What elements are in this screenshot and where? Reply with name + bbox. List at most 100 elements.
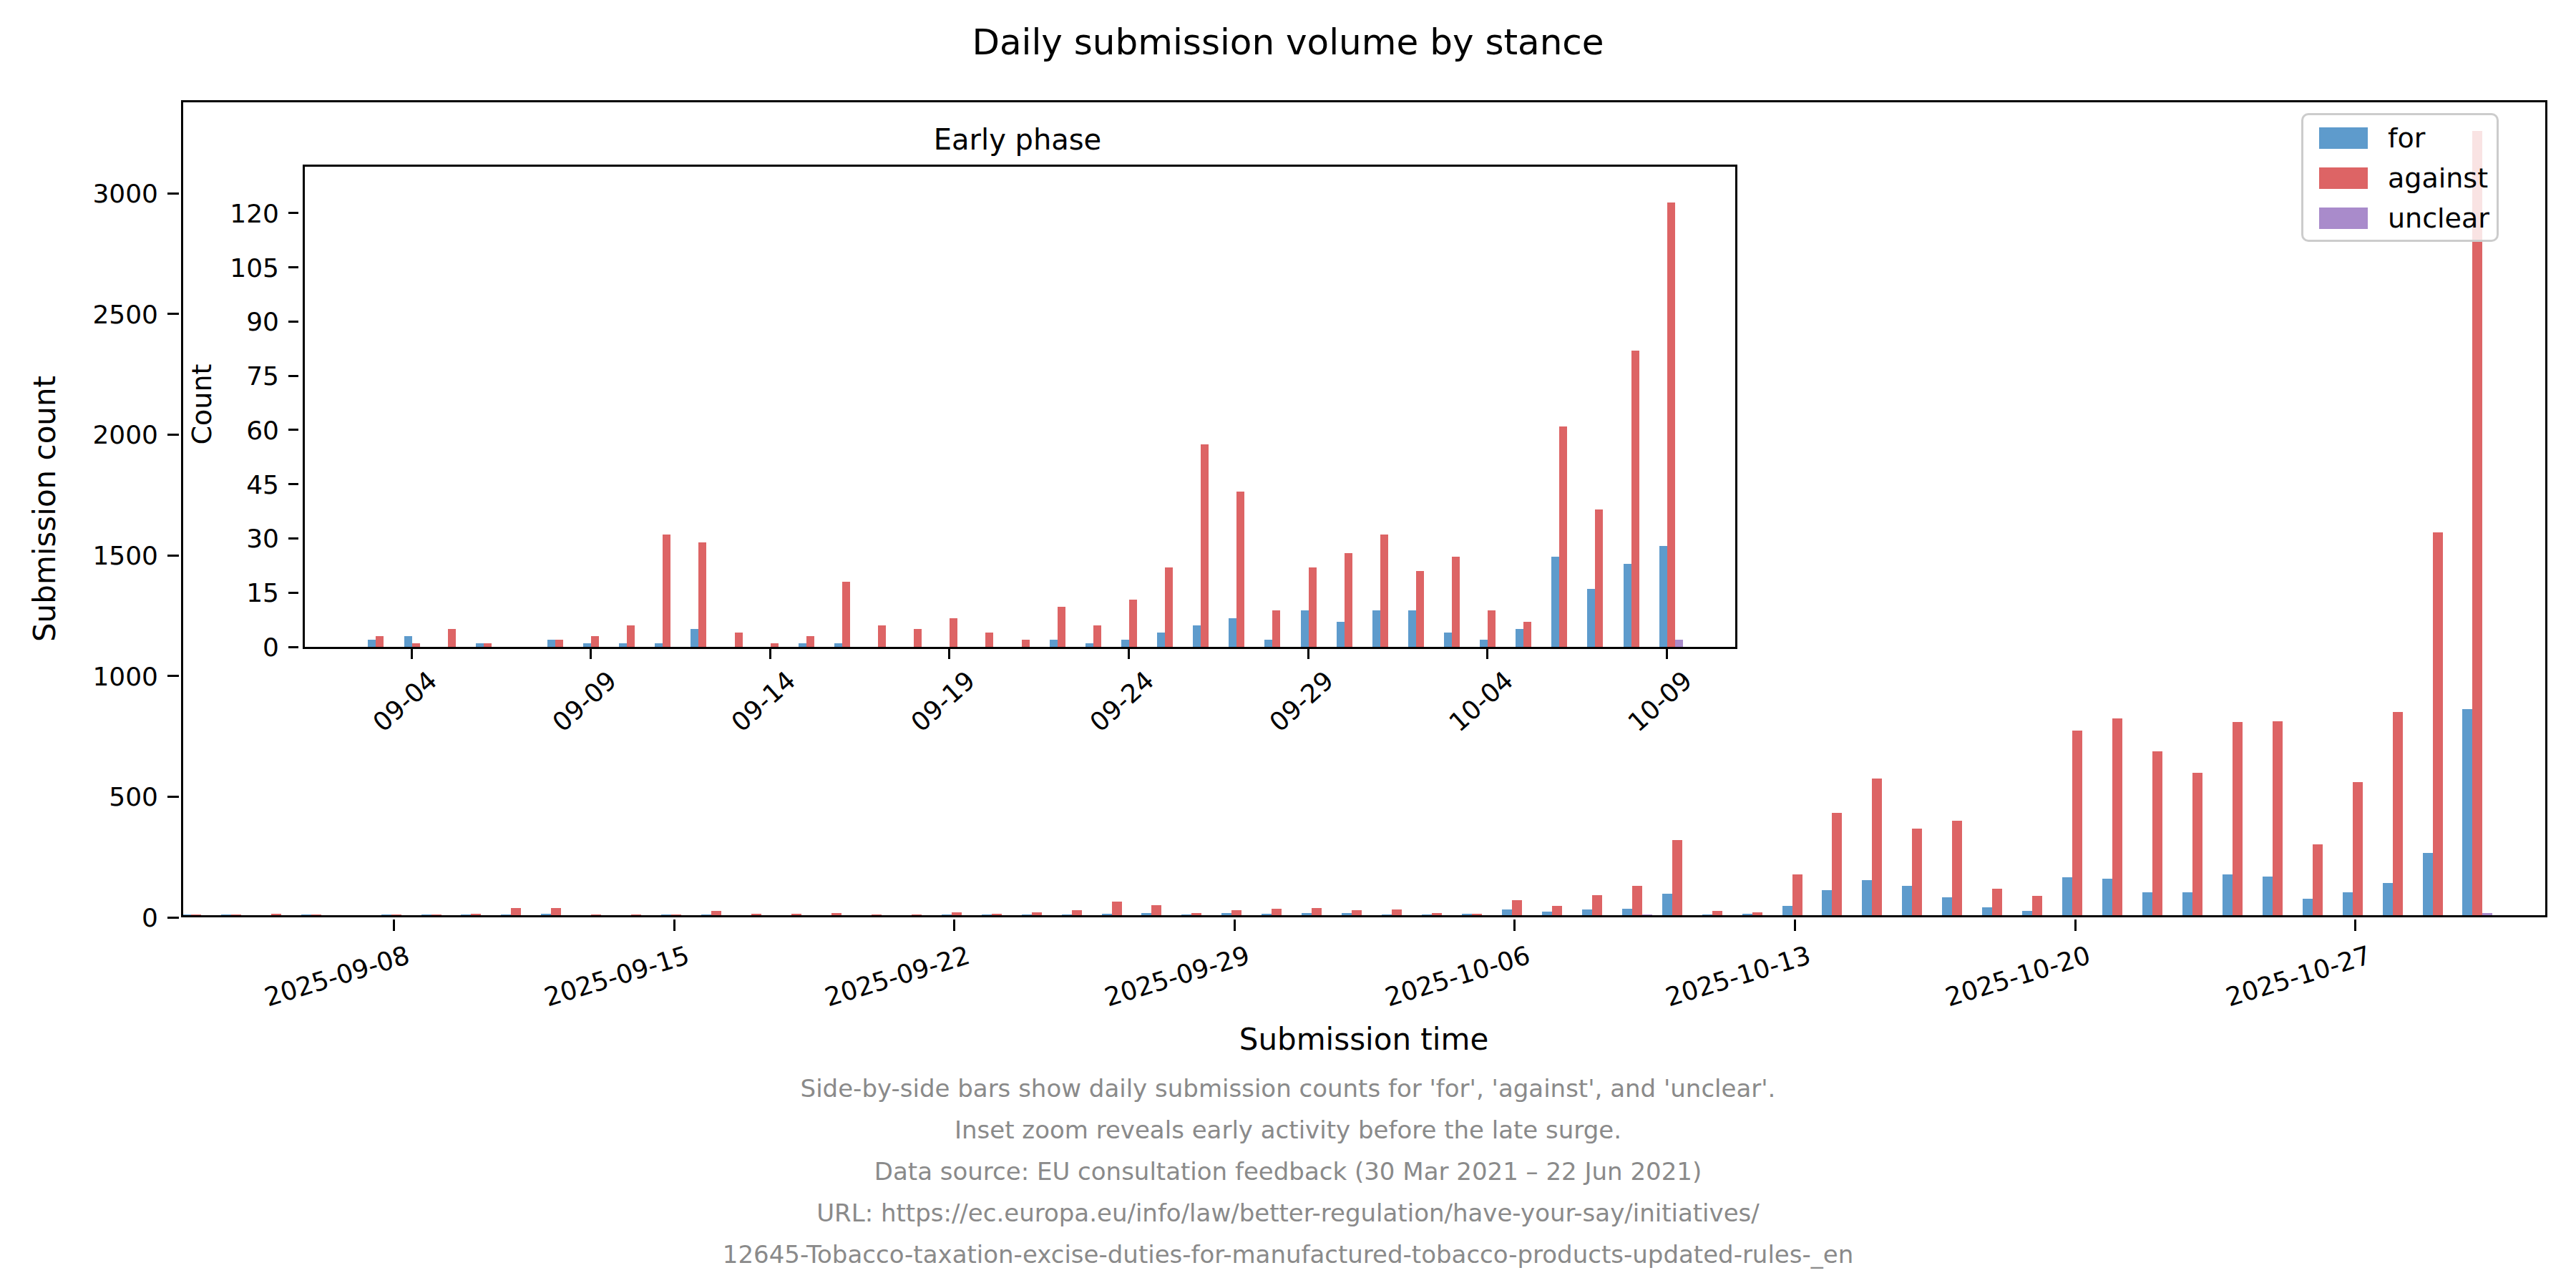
bar-against-2025-10-06 — [1512, 900, 1522, 915]
bar-for-2025-10-27 — [2343, 892, 2353, 915]
inset-y-tick-label-120: 120 — [179, 198, 279, 228]
bar-against-2025-09-21 — [912, 914, 922, 916]
inset-bar-against-2025-10-09 — [1667, 203, 1675, 647]
bar-for-2025-10-28 — [2383, 883, 2393, 915]
bar-against-2025-10-14 — [1832, 813, 1842, 915]
bar-for-2025-09-16 — [701, 914, 711, 916]
bar-for-2025-09-30 — [1262, 914, 1272, 915]
bar-against-2025-09-30 — [1272, 909, 1282, 915]
inset-bar-for-2025-09-09 — [583, 643, 591, 647]
inset-y-tick-label-0: 0 — [179, 633, 279, 662]
main-y-tick-label-1000: 1000 — [29, 661, 158, 691]
bar-against-2025-10-18 — [1992, 889, 2002, 915]
inset-bar-for-2025-09-24 — [1121, 640, 1129, 647]
bar-against-2025-10-28 — [2393, 712, 2403, 915]
bar-against-2025-10-29 — [2433, 532, 2443, 915]
bar-against-2025-09-28 — [1191, 913, 1201, 915]
bar-against-2025-09-29 — [1231, 910, 1241, 915]
inset-bar-unclear-2025-10-09 — [1675, 640, 1683, 647]
inset-bar-for-2025-09-22 — [1050, 640, 1058, 647]
bar-for-2025-09-23 — [982, 914, 992, 916]
bar-against-2025-09-23 — [992, 914, 1002, 915]
inset-bar-against-2025-09-25 — [1165, 567, 1173, 647]
bar-for-2025-10-12 — [1742, 914, 1752, 915]
bar-against-2025-10-22 — [2152, 751, 2162, 915]
bar-for-2025-10-01 — [1302, 913, 1312, 915]
inset-bar-against-2025-09-05 — [448, 629, 456, 647]
inset-bar-against-2025-09-29 — [1309, 567, 1317, 647]
inset-bar-for-2025-09-11 — [655, 643, 663, 647]
inset-bar-against-2025-10-05 — [1523, 622, 1531, 647]
bar-for-2025-10-11 — [1702, 914, 1712, 916]
inset-y-tick-mark-90 — [288, 321, 298, 323]
bar-for-2025-10-16 — [1902, 886, 1912, 915]
inset-y-tick-label-30: 30 — [179, 524, 279, 553]
bar-for-2025-09-15 — [661, 914, 671, 916]
inset-y-tick-mark-45 — [288, 483, 298, 485]
bar-for-2025-10-23 — [2182, 892, 2192, 915]
legend-swatch-unclear — [2319, 208, 2368, 229]
bar-against-2025-09-08 — [391, 914, 401, 916]
inset-y-tick-label-105: 105 — [179, 253, 279, 282]
bar-against-2025-09-16 — [711, 911, 721, 915]
main-x-tick-mark-2025-09-15 — [673, 919, 675, 931]
bar-for-2025-09-29 — [1221, 913, 1231, 915]
inset-y-tick-mark-105 — [288, 266, 298, 268]
inset-bar-for-2025-09-16 — [834, 643, 842, 647]
inset-bar-against-2025-09-17 — [878, 625, 886, 647]
inset-bar-for-2025-10-01 — [1372, 610, 1380, 647]
inset-bar-against-2025-09-16 — [842, 582, 850, 647]
inset-bar-against-2025-09-28 — [1272, 610, 1280, 647]
main-axes — [181, 100, 2547, 917]
caption-line-2: Inset zoom reveals early activity before… — [723, 1109, 1853, 1151]
bar-against-2025-09-11 — [511, 908, 521, 915]
chart-title: Daily submission volume by stance — [972, 21, 1604, 63]
inset-bar-for-2025-09-12 — [691, 629, 698, 647]
inset-bar-for-2025-10-08 — [1624, 564, 1631, 647]
bar-against-2025-09-27 — [1151, 905, 1161, 916]
main-y-tick-mark-2000 — [167, 434, 179, 436]
inset-bar-against-2025-09-06 — [484, 643, 492, 647]
bar-against-2025-10-05 — [1472, 914, 1482, 915]
inset-bar-for-2025-10-03 — [1444, 633, 1452, 647]
main-y-tick-mark-0 — [167, 917, 179, 919]
main-plot-area — [183, 102, 2545, 915]
inset-bar-for-2025-09-06 — [476, 643, 484, 647]
main-y-tick-mark-3000 — [167, 192, 179, 195]
bar-against-2025-10-17 — [1952, 821, 1962, 915]
bar-for-2025-09-03 — [183, 914, 191, 916]
bar-for-2025-10-21 — [2102, 879, 2112, 915]
bar-against-2025-10-09 — [1632, 886, 1642, 915]
inset-bar-against-2025-10-01 — [1380, 535, 1388, 647]
inset-bar-against-2025-09-09 — [591, 636, 599, 647]
main-x-tick-mark-2025-10-13 — [1794, 919, 1796, 931]
bar-against-2025-09-24 — [1032, 912, 1042, 915]
inset-x-tick-mark-09-19 — [948, 649, 950, 659]
inset-y-tick-mark-120 — [288, 212, 298, 214]
inset-bar-against-2025-09-22 — [1058, 607, 1065, 647]
main-x-tick-label-2025-09-15: 2025-09-15 — [541, 940, 693, 1012]
caption-line-3: Data source: EU consultation feedback (3… — [723, 1151, 1853, 1192]
inset-bar-for-2025-09-28 — [1264, 640, 1272, 647]
bar-for-2025-10-02 — [1342, 913, 1352, 915]
inset-bar-for-2025-09-03 — [368, 640, 376, 647]
inset-bar-against-2025-09-21 — [1022, 640, 1030, 647]
inset-bar-for-2025-09-23 — [1085, 643, 1093, 647]
bar-against-2025-10-23 — [2192, 773, 2202, 915]
bar-against-2025-10-15 — [1872, 779, 1882, 915]
inset-axes — [303, 165, 1737, 649]
legend-item-unclear: unclear — [2303, 203, 2497, 234]
main-y-tick-label-2000: 2000 — [29, 420, 158, 449]
inset-y-tick-label-90: 90 — [179, 307, 279, 336]
main-x-tick-mark-2025-09-08 — [393, 919, 395, 931]
legend-label-against: against — [2388, 162, 2488, 194]
inset-bar-for-2025-10-02 — [1408, 610, 1416, 647]
inset-bar-against-2025-09-30 — [1345, 553, 1352, 647]
inset-y-tick-mark-15 — [288, 592, 298, 594]
legend-label-for: for — [2388, 122, 2425, 154]
bar-against-2025-10-10 — [1672, 840, 1682, 915]
inset-bar-for-2025-09-26 — [1193, 625, 1201, 647]
bar-against-2025-09-05 — [271, 914, 281, 915]
bar-against-2025-09-04 — [231, 914, 241, 916]
bar-against-2025-09-06 — [311, 914, 321, 916]
